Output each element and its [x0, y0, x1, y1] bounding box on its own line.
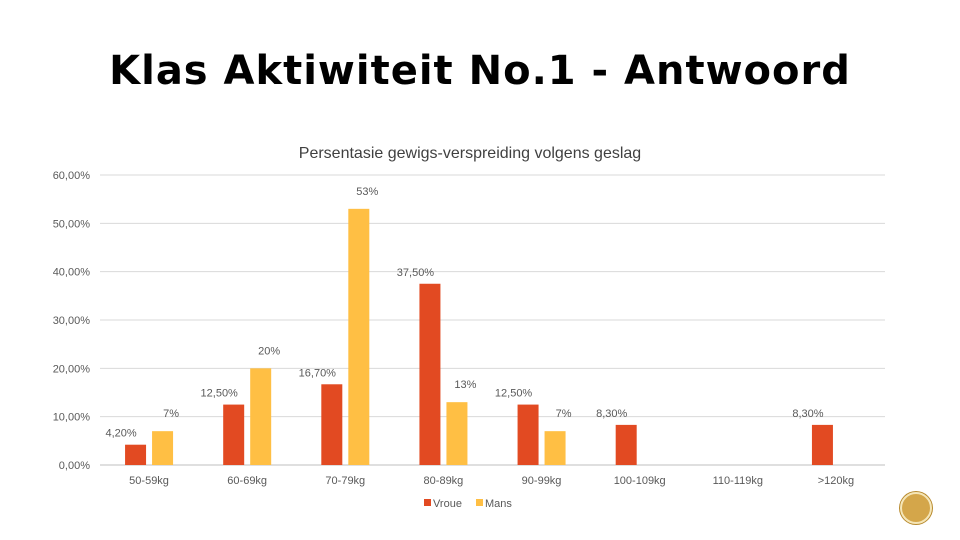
- data-label: 37,50%: [397, 267, 435, 279]
- y-tick-label: 20,00%: [53, 363, 91, 375]
- y-tick-label: 10,00%: [53, 412, 91, 424]
- x-tick-label: 100-109kg: [614, 475, 666, 487]
- grid-lines: [100, 174, 885, 466]
- data-label: 4,20%: [105, 428, 136, 440]
- data-label: 8,30%: [596, 408, 627, 420]
- bar-mans: [250, 368, 272, 465]
- x-tick-label: 90-99kg: [522, 475, 562, 487]
- data-label: 8,30%: [792, 408, 823, 420]
- x-tick-label: 110-119kg: [713, 475, 763, 487]
- bar-mans: [544, 431, 566, 465]
- x-tick-label: 80-89kg: [424, 475, 464, 487]
- y-axis-ticks: 0,00% 10,00% 20,00% 30,00% 40,00% 50,00% 60,00…: [53, 170, 91, 472]
- slide-title: Klas Aktiwiteit No.1 - Antwoord: [109, 48, 851, 94]
- legend-swatch: [476, 499, 483, 506]
- legend-swatch: [424, 499, 431, 506]
- bar-vroue: [811, 424, 833, 465]
- data-label: 13%: [454, 379, 476, 391]
- bar-mans: [348, 208, 370, 466]
- bars: [125, 208, 833, 466]
- bar-vroue: [615, 424, 637, 465]
- gold-seal-icon: [900, 492, 932, 524]
- bar-mans: [152, 431, 174, 465]
- legend-label: Mans: [485, 498, 512, 510]
- bar-vroue: [321, 384, 343, 465]
- x-tick-label: 50-59kg: [129, 475, 169, 487]
- legend: Vroue Mans: [424, 498, 512, 510]
- data-label: 16,70%: [299, 367, 337, 379]
- chart-title: Persentasie gewigs-verspreiding volgens …: [299, 145, 641, 162]
- data-label: 53%: [356, 186, 378, 198]
- data-label: 12,50%: [495, 388, 533, 400]
- bar-vroue: [223, 404, 245, 465]
- x-tick-label: >120kg: [818, 475, 854, 487]
- x-axis-ticks: 50-59kg 60-69kg 70-79kg 80-89kg 90-99kg 100-1…: [129, 475, 854, 487]
- x-tick-label: 60-69kg: [227, 475, 267, 487]
- data-label: 7%: [556, 408, 572, 420]
- bar-vroue: [125, 444, 147, 465]
- data-label: 20%: [258, 345, 280, 357]
- bar-mans: [446, 402, 468, 465]
- data-label: 12,50%: [201, 388, 239, 400]
- y-tick-label: 40,00%: [53, 267, 91, 279]
- y-tick-label: 0,00%: [59, 460, 90, 472]
- bar-vroue: [517, 404, 539, 465]
- data-labels: 4,20% 7% 12,50% 20% 16,70% 53% 37,50% 13% 12,50%…: [105, 186, 823, 440]
- y-tick-label: 30,00%: [53, 315, 91, 327]
- x-tick-label: 70-79kg: [325, 475, 365, 487]
- bar-vroue: [419, 283, 441, 465]
- y-tick-label: 60,00%: [53, 170, 91, 182]
- legend-label: Vroue: [433, 498, 462, 510]
- y-tick-label: 50,00%: [53, 218, 91, 230]
- data-label: 7%: [163, 408, 179, 420]
